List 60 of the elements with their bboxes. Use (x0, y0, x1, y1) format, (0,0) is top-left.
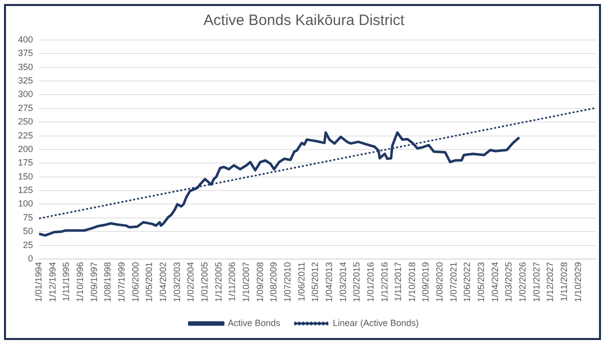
y-tick-label: 25 (23, 240, 34, 250)
y-tick-label: 225 (18, 130, 34, 140)
x-tick-label: 1/08/2009 (268, 262, 279, 302)
x-tick-label: 1/02/2015 (352, 262, 362, 302)
y-tick-label: 50 (23, 226, 34, 236)
x-tick-label: 1/08/2020 (434, 262, 445, 302)
x-tick-label: 1/03/2025 (504, 262, 514, 302)
x-tick-label: 1/06/2022 (462, 262, 472, 302)
y-tick-label: 325 (18, 76, 34, 86)
x-tick-label: 1/12/1994 (47, 262, 58, 302)
y-tick-label: 275 (18, 102, 34, 113)
y-tick-label: 125 (18, 185, 34, 196)
x-tick-label: 1/05/2023 (476, 262, 486, 302)
x-tick-label: 1/07/1999 (116, 262, 126, 302)
x-tick-label: 1/10/1996 (74, 262, 85, 302)
x-tick-label: 1/10/2007 (240, 262, 251, 302)
x-tick-label: 1/07/2010 (282, 262, 292, 302)
x-tick-label: 1/10/2029 (572, 262, 583, 302)
y-tick-label: 0 (28, 253, 34, 264)
y-tick-label: 175 (18, 158, 34, 168)
x-tick-label: 1/07/2021 (448, 262, 458, 302)
x-tick-label: 1/09/1997 (88, 262, 99, 302)
x-tick-label: 1/05/2012 (310, 262, 320, 302)
y-tick-label: 375 (18, 48, 34, 58)
y-tick-label: 300 (18, 89, 34, 100)
y-tick-label: 200 (18, 144, 34, 154)
x-tick-label: 1/05/2001 (144, 262, 154, 302)
legend-label: Linear (Active Bonds) (332, 318, 419, 328)
y-tick-label: 100 (18, 198, 34, 209)
x-tick-label: 1/11/1995 (61, 262, 72, 302)
y-tick-label: 75 (23, 212, 34, 222)
x-tick-label: 1/06/2000 (130, 262, 140, 302)
x-tick-label: 1/11/2028 (559, 262, 570, 302)
x-tick-label: 1/11/2006 (227, 262, 238, 302)
x-tick-label: 1/08/1998 (102, 262, 113, 302)
x-tick-label: 1/06/2011 (296, 262, 306, 302)
chart-title: Active Bonds Kaikōura District (204, 12, 406, 30)
x-tick-label: 1/09/2008 (254, 262, 265, 302)
y-tick-label: 400 (18, 34, 34, 44)
x-tick-label: 1/01/2016 (365, 262, 376, 302)
x-tick-label: 1/03/2003 (172, 262, 182, 302)
x-tick-label: 1/01/2027 (531, 262, 542, 302)
x-tick-label: 1/02/2026 (518, 262, 528, 302)
x-tick-label: 1/11/2017 (393, 262, 404, 302)
x-tick-label: 1/01/2005 (199, 262, 210, 302)
x-tick-label: 1/04/2002 (158, 262, 168, 302)
x-tick-label: 1/12/2016 (379, 262, 390, 302)
x-tick-label: 1/10/2018 (406, 262, 417, 302)
legend-label: Active Bonds (228, 318, 281, 328)
x-tick-label: 1/12/2027 (545, 262, 556, 302)
x-tick-label: 1/04/2024 (490, 262, 500, 302)
x-tick-label: 1/09/2019 (420, 262, 431, 302)
x-tick-label: 1/03/2014 (338, 262, 348, 302)
y-tick-label: 150 (18, 171, 34, 182)
x-tick-label: 1/01/1994 (34, 262, 44, 302)
y-tick-label: 250 (18, 116, 34, 127)
y-tick-label: 350 (18, 62, 34, 72)
x-tick-label: 1/12/2005 (213, 262, 224, 302)
x-tick-label: 1/02/2004 (186, 262, 196, 302)
x-tick-label: 1/04/2013 (324, 262, 334, 302)
